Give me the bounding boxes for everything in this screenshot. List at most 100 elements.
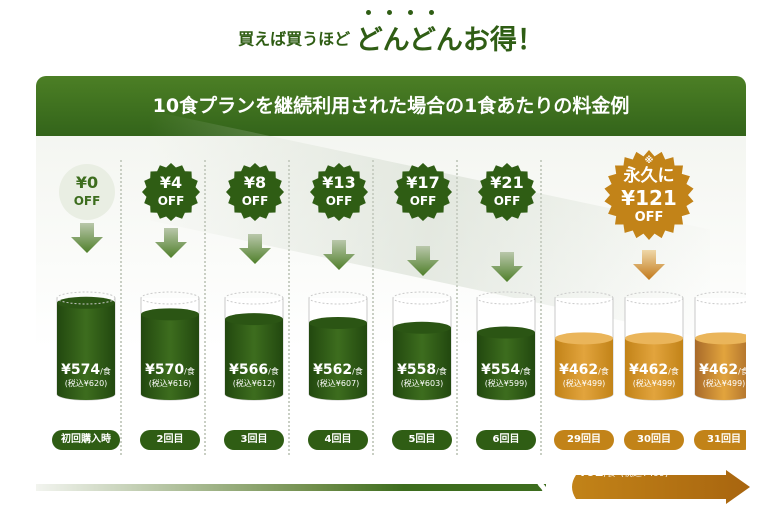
liquid-fill <box>309 322 367 400</box>
liquid-surface <box>141 308 199 321</box>
price-text: ¥570/食 <box>140 362 200 380</box>
discount-amount: ¥8 <box>243 173 267 192</box>
price-unit: /食 <box>668 367 679 376</box>
price-value: ¥462 <box>629 362 669 378</box>
discount-off: OFF <box>157 194 185 208</box>
forever-off: OFF <box>634 210 664 225</box>
down-arrow-icon <box>633 250 665 280</box>
liquid-fill <box>225 319 283 400</box>
forever-line1: 永久に <box>623 166 675 186</box>
starburst-badge-icon <box>226 163 284 221</box>
price-text: ¥554/食 <box>476 362 536 380</box>
price-text: ¥462/食 <box>694 362 746 380</box>
discount-amount: ¥21 <box>490 173 524 192</box>
glass-rim <box>392 291 452 305</box>
discount-off: OFF <box>73 194 101 208</box>
liquid-fill <box>625 338 683 400</box>
discount-badge: ¥13 OFF <box>310 163 368 221</box>
purchase-count-label: 4回目 <box>308 430 368 450</box>
tax-included-price: (税込¥612) <box>232 379 276 388</box>
liquid-fill <box>695 338 746 400</box>
price-value: ¥558 <box>397 362 437 378</box>
forever-amount: ¥121 <box>621 186 677 210</box>
tax-included-price: (税込¥499) <box>702 379 746 388</box>
glass-rim <box>624 291 684 305</box>
liquid-fill <box>57 302 115 400</box>
price-value: ¥570 <box>145 362 185 378</box>
column-separator <box>540 160 542 455</box>
liquid-surface <box>625 332 683 345</box>
purchase-count-label: 3回目 <box>224 430 284 450</box>
discount-badge: ¥0 OFF <box>58 163 116 221</box>
banner-title: 10食プランを継続利用された場合の1食あたりの料金例 <box>152 95 630 117</box>
starburst-badge-icon <box>142 163 200 221</box>
glass-rim <box>694 291 746 305</box>
liquid-fill <box>393 327 451 400</box>
glass-rim <box>308 291 368 305</box>
cylinder-icon <box>224 291 284 401</box>
price-cylinder: ¥558/食 (税込¥603) <box>392 290 452 402</box>
column-separator <box>204 160 206 455</box>
price-value: ¥554 <box>481 362 521 378</box>
tax-included-price: (税込¥599) <box>484 379 528 388</box>
down-arrow-icon <box>323 240 355 270</box>
discount-off: OFF <box>325 194 353 208</box>
price-cylinder: ¥462/食 (税込¥499) <box>694 290 746 402</box>
starburst-badge-icon <box>310 163 368 221</box>
price-value: ¥562 <box>313 362 353 378</box>
price-value: ¥462 <box>699 362 739 378</box>
down-arrow-icon <box>491 252 523 282</box>
discount-badge: ¥21 OFF <box>478 163 536 221</box>
down-arrow-icon <box>71 223 103 253</box>
badge-circle-icon <box>59 164 115 220</box>
plan-banner: 10食プランを継続利用された場合の1食あたりの料金例 <box>36 76 746 136</box>
price-unit: /食 <box>598 367 609 376</box>
price-cylinder: ¥554/食 (税込¥599) <box>476 290 536 402</box>
glass-rim <box>56 291 116 305</box>
tax-included-price: (税込¥499) <box>562 379 606 388</box>
price-unit: /食 <box>352 367 363 376</box>
purchase-count-label: 29回目 <box>554 430 614 450</box>
price-text: ¥462/食 <box>554 362 614 380</box>
price-text: ¥462/食 <box>624 362 684 380</box>
price-unit: /食 <box>184 367 195 376</box>
cylinder-clip: ¥462/食 (税込¥499) <box>694 290 746 402</box>
purchase-count-label: 2回目 <box>140 430 200 450</box>
liquid-fill <box>555 338 613 400</box>
headline: 買えば買うほど どんどんお得！ <box>0 18 782 57</box>
discount-badge: ¥8 OFF <box>226 163 284 221</box>
price-unit: /食 <box>520 367 531 376</box>
price-text: ¥558/食 <box>392 362 452 380</box>
down-arrow-icon <box>155 228 187 258</box>
cylinder-icon <box>56 291 116 401</box>
liquid-fill <box>141 314 199 400</box>
discount-off: OFF <box>241 194 269 208</box>
discount-amount: ¥4 <box>159 173 183 192</box>
discount-amount: ¥13 <box>322 173 356 192</box>
purchase-count-label: 初回購入時 <box>52 430 120 450</box>
liquid-surface <box>309 316 367 329</box>
emphasis-dots <box>366 10 436 18</box>
price-cylinder: ¥566/食 (税込¥612) <box>224 290 284 402</box>
cylinder-icon <box>392 291 452 401</box>
tax-included-price: (税込¥620) <box>64 379 108 388</box>
timeline-arrow-icon <box>36 470 750 504</box>
discount-off: OFF <box>493 194 521 208</box>
discount-amount: ¥0 <box>75 173 99 192</box>
forever-note: ※ <box>644 156 654 166</box>
price-text: ¥566/食 <box>224 362 284 380</box>
liquid-surface <box>695 332 746 345</box>
tax-included-price: (税込¥616) <box>148 379 192 388</box>
discount-amount: ¥17 <box>406 173 440 192</box>
glass-rim <box>476 291 536 305</box>
discount-off: OFF <box>409 194 437 208</box>
liquid-surface <box>555 332 613 345</box>
label-clip: 31回目 <box>694 430 746 450</box>
price-unit: /食 <box>100 367 111 376</box>
forever-discount-badge: ※ 永久に ¥121 OFF <box>604 150 694 240</box>
purchase-count-label: 5回目 <box>392 430 452 450</box>
liquid-surface <box>393 321 451 334</box>
liquid-surface <box>225 313 283 326</box>
tax-included-price: (税込¥499) <box>632 379 676 388</box>
tax-included-price: (税込¥603) <box>400 379 444 388</box>
